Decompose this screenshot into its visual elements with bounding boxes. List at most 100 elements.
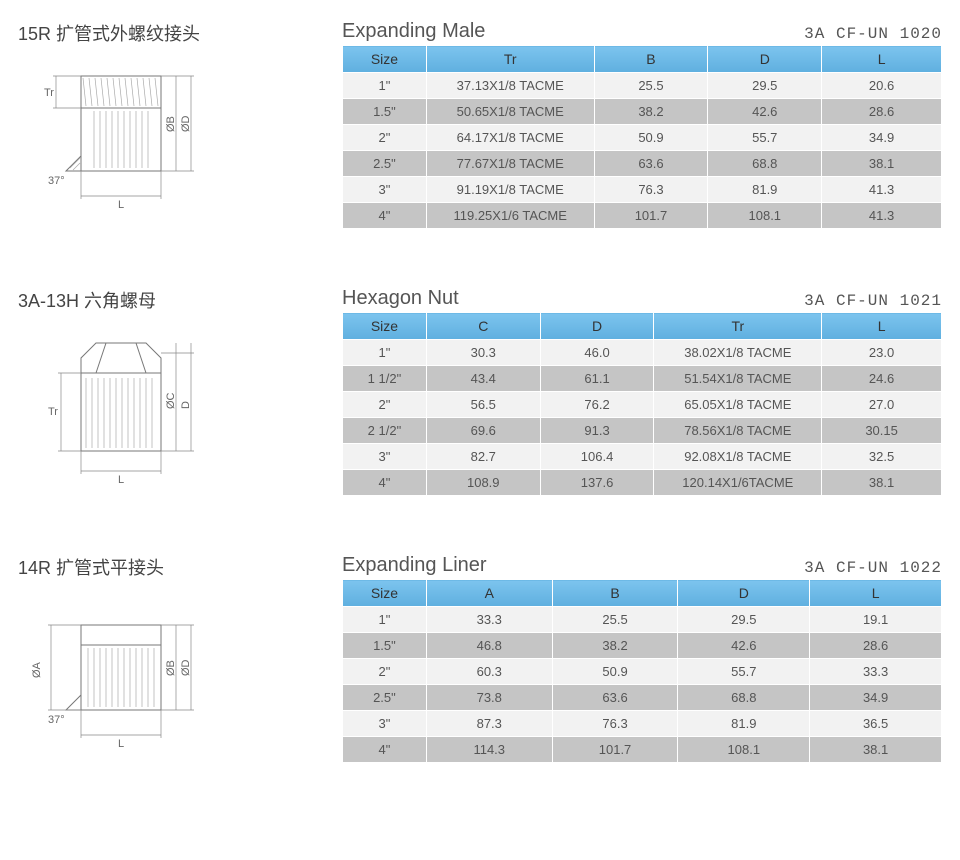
left-column: 14R 扩管式平接头 ØA 37° ØB ØD (18, 554, 318, 765)
dim-label: Tr (48, 406, 58, 418)
table-cell: 30.15 (822, 418, 942, 444)
table-cell: 32.5 (822, 444, 942, 470)
table-cell: 38.1 (822, 470, 942, 496)
table-cell: 3" (343, 444, 427, 470)
column-header: Tr (654, 313, 822, 340)
table-row: 2 1/2"69.691.378.56X1/8 TACME30.15 (343, 418, 942, 444)
dim-label: 37° (48, 175, 65, 187)
table-body: 1"37.13X1/8 TACME25.529.520.61.5"50.65X1… (343, 73, 942, 229)
table-cell: 69.6 (426, 418, 540, 444)
dim-label: ØB (165, 660, 177, 676)
table-body: 1"30.346.038.02X1/8 TACME23.01 1/2"43.46… (343, 340, 942, 496)
table-cell: 1.5" (343, 633, 427, 659)
table-cell: 2.5" (343, 685, 427, 711)
table-cell: 78.56X1/8 TACME (654, 418, 822, 444)
column-header: A (426, 580, 552, 607)
table-cell: 4" (343, 470, 427, 496)
table-cell: 120.14X1/6TACME (654, 470, 822, 496)
dim-label: Tr (44, 87, 54, 99)
table-cell: 1 1/2" (343, 366, 427, 392)
column-header: Size (343, 46, 427, 73)
dim-label: D (180, 401, 192, 409)
part-number: 3A CF-UN 1021 (804, 292, 942, 310)
table-cell: 50.65X1/8 TACME (426, 99, 594, 125)
table-header-row: Expanding Male 3A CF-UN 1020 (342, 20, 942, 43)
table-cell: 25.5 (594, 73, 708, 99)
table-cell: 91.3 (540, 418, 654, 444)
table-cell: 33.3 (426, 607, 552, 633)
table-cell: 38.2 (594, 99, 708, 125)
dim-label: ØB (165, 116, 177, 132)
table-cell: 28.6 (810, 633, 942, 659)
dim-label: ØD (180, 115, 192, 132)
dim-label: ØC (165, 392, 177, 409)
table-cell: 30.3 (426, 340, 540, 366)
table-cell: 41.3 (822, 177, 942, 203)
table-cell: 1.5" (343, 99, 427, 125)
cn-title: 14R 扩管式平接头 (18, 554, 318, 580)
right-column: Hexagon Nut 3A CF-UN 1021 SizeCDTrL 1"30… (342, 287, 942, 498)
column-header: Size (343, 580, 427, 607)
table-cell: 24.6 (822, 366, 942, 392)
column-header: L (822, 313, 942, 340)
column-header: D (678, 580, 810, 607)
table-cell: 3" (343, 177, 427, 203)
dim-label: ØA (31, 661, 43, 678)
column-header: B (552, 580, 678, 607)
table-cell: 108.1 (708, 203, 822, 229)
dim-label: ØD (180, 659, 192, 676)
right-column: Expanding Male 3A CF-UN 1020 SizeTrBDL 1… (342, 20, 942, 231)
table-cell: 108.1 (678, 737, 810, 763)
spec-table-expanding-liner: SizeABDL 1"33.325.529.519.11.5"46.838.24… (342, 579, 942, 763)
table-head-row: SizeCDTrL (343, 313, 942, 340)
right-column: Expanding Liner 3A CF-UN 1022 SizeABDL 1… (342, 554, 942, 765)
table-cell: 46.8 (426, 633, 552, 659)
table-cell: 2" (343, 125, 427, 151)
dim-label: L (118, 474, 124, 486)
table-cell: 1" (343, 340, 427, 366)
table-head-row: SizeABDL (343, 580, 942, 607)
table-cell: 87.3 (426, 711, 552, 737)
table-cell: 38.02X1/8 TACME (654, 340, 822, 366)
table-cell: 56.5 (426, 392, 540, 418)
table-header-row: Expanding Liner 3A CF-UN 1022 (342, 554, 942, 577)
table-cell: 50.9 (552, 659, 678, 685)
table-cell: 38.1 (822, 151, 942, 177)
table-cell: 1" (343, 607, 427, 633)
table-cell: 41.3 (822, 203, 942, 229)
column-header: Tr (426, 46, 594, 73)
cn-title: 15R 扩管式外螺纹接头 (18, 20, 318, 46)
table-cell: 65.05X1/8 TACME (654, 392, 822, 418)
table-cell: 37.13X1/8 TACME (426, 73, 594, 99)
cn-title: 3A-13H 六角螺母 (18, 287, 318, 313)
table-cell: 76.3 (552, 711, 678, 737)
table-cell: 1" (343, 73, 427, 99)
left-column: 15R 扩管式外螺纹接头 (18, 20, 318, 231)
table-cell: 137.6 (540, 470, 654, 496)
section-hexagon-nut: 3A-13H 六角螺母 Tr ØC (18, 287, 942, 498)
column-header: Size (343, 313, 427, 340)
table-cell: 51.54X1/8 TACME (654, 366, 822, 392)
table-cell: 106.4 (540, 444, 654, 470)
table-cell: 63.6 (594, 151, 708, 177)
table-cell: 61.1 (540, 366, 654, 392)
section-expanding-liner: 14R 扩管式平接头 ØA 37° ØB ØD (18, 554, 942, 765)
table-cell: 92.08X1/8 TACME (654, 444, 822, 470)
table-row: 1"30.346.038.02X1/8 TACME23.0 (343, 340, 942, 366)
en-title: Expanding Male (342, 20, 485, 43)
table-cell: 2" (343, 659, 427, 685)
table-cell: 42.6 (708, 99, 822, 125)
spec-table-hexagon-nut: SizeCDTrL 1"30.346.038.02X1/8 TACME23.01… (342, 312, 942, 496)
section-expanding-male: 15R 扩管式外螺纹接头 (18, 20, 942, 231)
table-cell: 76.3 (594, 177, 708, 203)
table-row: 3"82.7106.492.08X1/8 TACME32.5 (343, 444, 942, 470)
column-header: B (594, 46, 708, 73)
table-cell: 73.8 (426, 685, 552, 711)
table-cell: 36.5 (810, 711, 942, 737)
column-header: D (708, 46, 822, 73)
table-row: 2"60.350.955.733.3 (343, 659, 942, 685)
table-cell: 55.7 (678, 659, 810, 685)
table-cell: 55.7 (708, 125, 822, 151)
table-row: 1.5"46.838.242.628.6 (343, 633, 942, 659)
table-cell: 91.19X1/8 TACME (426, 177, 594, 203)
